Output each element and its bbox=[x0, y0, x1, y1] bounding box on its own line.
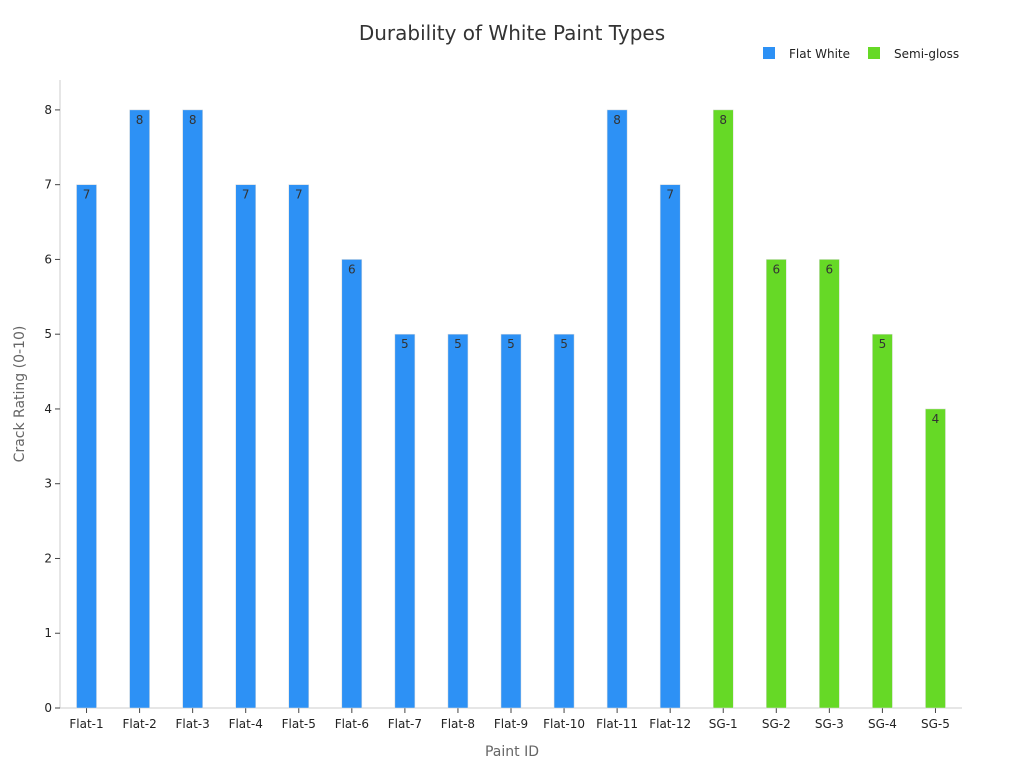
bar-sg-3 bbox=[819, 259, 840, 709]
x-tick-label: Flat-7 bbox=[388, 717, 422, 731]
y-tick-label: 0 bbox=[44, 701, 52, 715]
legend-label: Flat White bbox=[789, 47, 850, 61]
x-tick-label: SG-5 bbox=[921, 717, 950, 731]
legend: Flat White Semi-gloss bbox=[763, 47, 959, 61]
data-label-sg-4: 5 bbox=[879, 337, 887, 351]
x-tick-label: Flat-3 bbox=[176, 717, 210, 731]
x-tick-label: SG-1 bbox=[709, 717, 738, 731]
data-label-flat-4: 7 bbox=[242, 188, 250, 202]
x-tick-label: Flat-8 bbox=[441, 717, 475, 731]
y-tick-label: 8 bbox=[44, 103, 52, 117]
data-label-flat-7: 5 bbox=[401, 337, 409, 351]
data-label-sg-2: 6 bbox=[772, 262, 780, 276]
y-tick-label: 4 bbox=[44, 402, 52, 416]
y-tick-label: 3 bbox=[44, 477, 52, 491]
data-label-flat-3: 8 bbox=[189, 113, 197, 127]
bar-flat-5 bbox=[288, 184, 310, 709]
x-tick-label: Flat-6 bbox=[335, 717, 369, 731]
y-tick-label: 1 bbox=[44, 626, 52, 640]
y-tick-label: 7 bbox=[44, 178, 52, 192]
bar-sg-1 bbox=[712, 109, 734, 709]
bar-flat-8 bbox=[447, 333, 469, 709]
data-label-sg-5: 4 bbox=[932, 412, 940, 426]
x-tick-label: Flat-10 bbox=[543, 717, 585, 731]
chart-title: Durability of White Paint Types bbox=[359, 21, 665, 45]
data-label-sg-1: 8 bbox=[719, 113, 727, 127]
x-tick-label: Flat-9 bbox=[494, 717, 528, 731]
bar-flat-12 bbox=[659, 184, 681, 709]
bar-sg-5 bbox=[925, 408, 946, 709]
bar-flat-11 bbox=[606, 109, 628, 709]
y-axis: 0 1 2 3 4 5 6 7 8 bbox=[44, 80, 61, 715]
data-label-flat-10: 5 bbox=[560, 337, 568, 351]
x-axis-label: Paint ID bbox=[485, 744, 539, 760]
data-label-flat-9: 5 bbox=[507, 337, 515, 351]
bar-flat-4 bbox=[235, 184, 256, 709]
x-axis: Flat-1 Flat-2 Flat-3 Flat-4 Flat-5 Flat-6 Flat… bbox=[60, 707, 962, 731]
y-axis-label: Crack Rating (0-10) bbox=[12, 326, 28, 463]
y-tick-label: 5 bbox=[44, 327, 52, 341]
legend-label: Semi-gloss bbox=[894, 47, 959, 61]
bar-sg-4 bbox=[872, 333, 893, 709]
legend-swatch bbox=[868, 47, 880, 59]
x-tick-label: SG-2 bbox=[762, 717, 791, 731]
data-label-sg-3: 6 bbox=[826, 262, 834, 276]
legend-swatch bbox=[763, 47, 775, 59]
bar-flat-6 bbox=[341, 259, 363, 709]
x-tick-label: Flat-12 bbox=[649, 717, 691, 731]
x-tick-label: Flat-4 bbox=[229, 717, 263, 731]
x-tick-label: SG-3 bbox=[815, 717, 844, 731]
data-label-flat-11: 8 bbox=[613, 113, 621, 127]
x-tick-label: Flat-1 bbox=[69, 717, 103, 731]
data-label-flat-6: 6 bbox=[348, 262, 356, 276]
bars bbox=[76, 109, 946, 709]
x-tick-label: Flat-5 bbox=[282, 717, 316, 731]
data-label-flat-1: 7 bbox=[83, 188, 91, 202]
bar-flat-7 bbox=[394, 333, 416, 709]
data-label-flat-12: 7 bbox=[666, 188, 674, 202]
bar-sg-2 bbox=[766, 259, 787, 709]
data-labels: 7 8 8 7 7 6 5 5 5 5 8 7 8 6 6 5 4 bbox=[83, 113, 940, 426]
bar-flat-9 bbox=[500, 333, 522, 709]
bar-flat-10 bbox=[553, 333, 575, 709]
x-tick-label: Flat-2 bbox=[122, 717, 156, 731]
bar-flat-1 bbox=[76, 184, 97, 709]
data-label-flat-2: 8 bbox=[136, 113, 144, 127]
y-tick-label: 6 bbox=[44, 252, 52, 266]
data-label-flat-5: 7 bbox=[295, 188, 303, 202]
x-tick-label: Flat-11 bbox=[596, 717, 638, 731]
bar-flat-3 bbox=[182, 109, 203, 709]
y-tick-label: 2 bbox=[44, 551, 52, 565]
x-tick-label: SG-4 bbox=[868, 717, 897, 731]
bar-flat-2 bbox=[129, 109, 150, 709]
data-label-flat-8: 5 bbox=[454, 337, 462, 351]
